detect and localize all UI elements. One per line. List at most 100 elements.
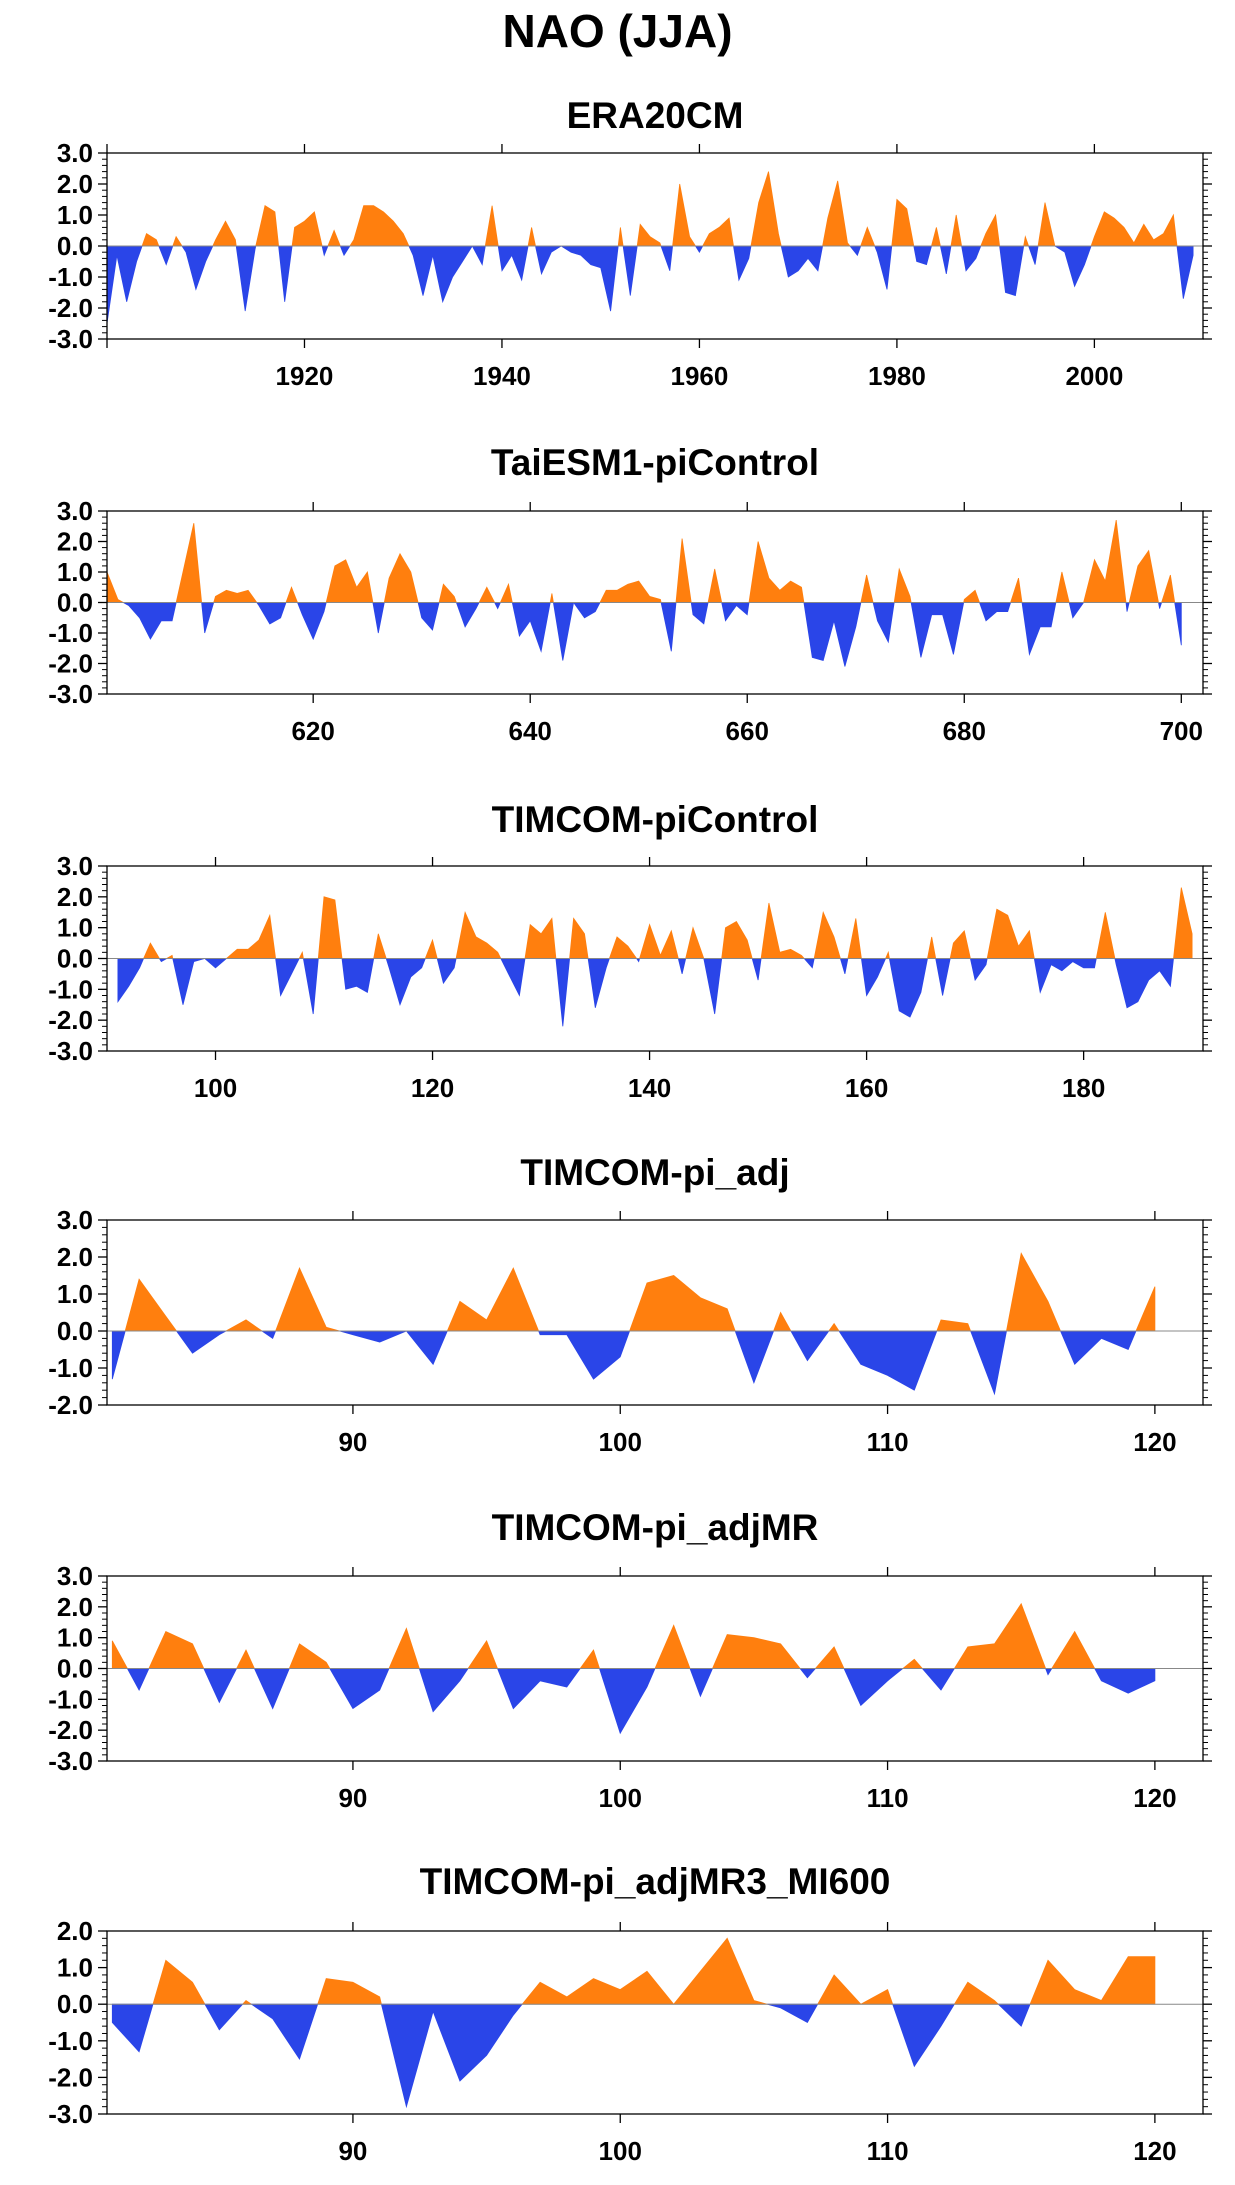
positive-area bbox=[707, 568, 723, 603]
panel-2: TaiESM1-piControl 3.02.01.00.0-1.0-2.0-3.… bbox=[48, 442, 1212, 746]
positive-area bbox=[111, 1640, 129, 1669]
negative-area bbox=[677, 958, 687, 974]
series-fill bbox=[111, 1252, 1156, 1396]
positive-area bbox=[148, 1630, 205, 1669]
negative-area bbox=[888, 958, 928, 1018]
x-tick-label: 120 bbox=[1133, 1427, 1176, 1457]
positive-area bbox=[388, 1627, 420, 1669]
x-tick-label: 1920 bbox=[276, 361, 334, 391]
y-tick-label: 2.0 bbox=[57, 882, 93, 912]
y-tick-label: 1.0 bbox=[57, 1623, 93, 1653]
negative-area bbox=[660, 602, 677, 652]
y-tick-label: -2.0 bbox=[48, 649, 93, 679]
y-tick-label: 2.0 bbox=[57, 169, 93, 199]
positive-area bbox=[213, 589, 258, 603]
negative-area bbox=[1125, 602, 1130, 612]
positive-area bbox=[639, 923, 679, 959]
negative-area bbox=[935, 958, 951, 996]
negative-area bbox=[552, 602, 575, 661]
negative-area bbox=[839, 958, 849, 975]
negative-area bbox=[734, 1330, 775, 1384]
negative-area bbox=[1158, 602, 1163, 609]
panel-1: ERA20CM 3.02.01.00.0-1.0-2.0-3.0 1920 1940 1… bbox=[48, 95, 1212, 391]
negative-area bbox=[1053, 245, 1092, 288]
plot-frame bbox=[106, 1930, 1204, 2115]
positive-area bbox=[291, 211, 323, 247]
positive-area bbox=[285, 586, 299, 603]
panel-title: TaiESM1-piControl bbox=[491, 442, 819, 483]
y-tick-label: -2.0 bbox=[48, 1005, 93, 1035]
positive-area bbox=[936, 1319, 972, 1332]
positive-area bbox=[579, 1649, 601, 1669]
x-tick-label: 160 bbox=[845, 1073, 888, 1103]
negative-area bbox=[250, 2003, 319, 2061]
x-tick-label: 700 bbox=[1160, 716, 1203, 746]
negative-area bbox=[253, 1668, 290, 1710]
positive-area bbox=[1161, 574, 1176, 603]
negative-area bbox=[493, 602, 502, 610]
y-tick-label: 1.0 bbox=[57, 200, 93, 230]
positive-area bbox=[1128, 549, 1159, 603]
negative-area bbox=[997, 2003, 1031, 2027]
y-tick-label: 3.0 bbox=[57, 496, 93, 526]
positive-area bbox=[255, 205, 280, 247]
negative-area bbox=[436, 958, 457, 985]
positive-area bbox=[828, 1322, 840, 1332]
negative-area bbox=[405, 1330, 448, 1366]
figure-title: NAO (JJA) bbox=[502, 5, 733, 57]
negative-area bbox=[1045, 1668, 1053, 1676]
negative-area bbox=[408, 245, 474, 304]
negative-area bbox=[598, 1668, 656, 1735]
y-tick-label: 0.0 bbox=[57, 1316, 93, 1346]
positive-area bbox=[325, 559, 374, 603]
negative-area bbox=[790, 1330, 830, 1362]
y-tick-label: 0.0 bbox=[57, 1654, 93, 1684]
panel-title: TIMCOM-pi_adjMR bbox=[492, 1507, 819, 1548]
negative-area bbox=[1114, 958, 1174, 1009]
y-tick-label: -3.0 bbox=[48, 679, 93, 709]
x-tick-label: 2000 bbox=[1065, 361, 1123, 391]
positive-area bbox=[608, 936, 638, 959]
series-fill bbox=[107, 520, 1182, 667]
x-tick-label: 90 bbox=[338, 2136, 367, 2166]
negative-area bbox=[339, 245, 351, 257]
negative-area bbox=[260, 1330, 277, 1340]
negative-area bbox=[1033, 958, 1097, 994]
y-tick-label: -3.0 bbox=[48, 2099, 93, 2129]
negative-area bbox=[111, 1330, 126, 1380]
negative-area bbox=[256, 602, 287, 625]
x-tick-label: 620 bbox=[291, 716, 334, 746]
x-tick-label: 110 bbox=[867, 1783, 909, 1813]
panel-title: TIMCOM-piControl bbox=[492, 799, 819, 840]
negative-area bbox=[689, 1668, 714, 1698]
positive-area bbox=[141, 232, 160, 247]
negative-area bbox=[622, 245, 638, 296]
negative-area bbox=[572, 602, 601, 619]
y-tick-label: 3.0 bbox=[57, 138, 93, 168]
plot-frame bbox=[106, 1219, 1204, 1406]
positive-area bbox=[1090, 211, 1178, 247]
negative-area bbox=[341, 958, 375, 994]
x-tick-label: 120 bbox=[411, 1073, 454, 1103]
y-tick-label: 1.0 bbox=[57, 1953, 93, 1983]
positive-area bbox=[225, 913, 277, 959]
positive-area bbox=[760, 902, 806, 959]
negative-area bbox=[970, 1330, 1007, 1396]
y-tick-label: -1.0 bbox=[48, 262, 93, 292]
x-tick-label: 100 bbox=[194, 1073, 237, 1103]
negative-area bbox=[372, 602, 385, 634]
positive-area bbox=[1095, 912, 1116, 959]
negative-area bbox=[339, 1330, 407, 1343]
positive-area bbox=[685, 926, 705, 959]
x-tick-label: 1980 bbox=[868, 361, 926, 391]
positive-area bbox=[891, 198, 915, 247]
y-tick-label: 0.0 bbox=[57, 944, 93, 974]
y-tick-label: 1.0 bbox=[57, 557, 93, 587]
negative-area bbox=[496, 1668, 581, 1710]
negative-area bbox=[838, 1330, 938, 1391]
positive-area bbox=[349, 205, 410, 247]
positive-area bbox=[927, 936, 937, 959]
positive-area bbox=[424, 938, 438, 959]
y-tick-label: 3.0 bbox=[57, 1205, 93, 1235]
positive-area bbox=[142, 942, 161, 959]
